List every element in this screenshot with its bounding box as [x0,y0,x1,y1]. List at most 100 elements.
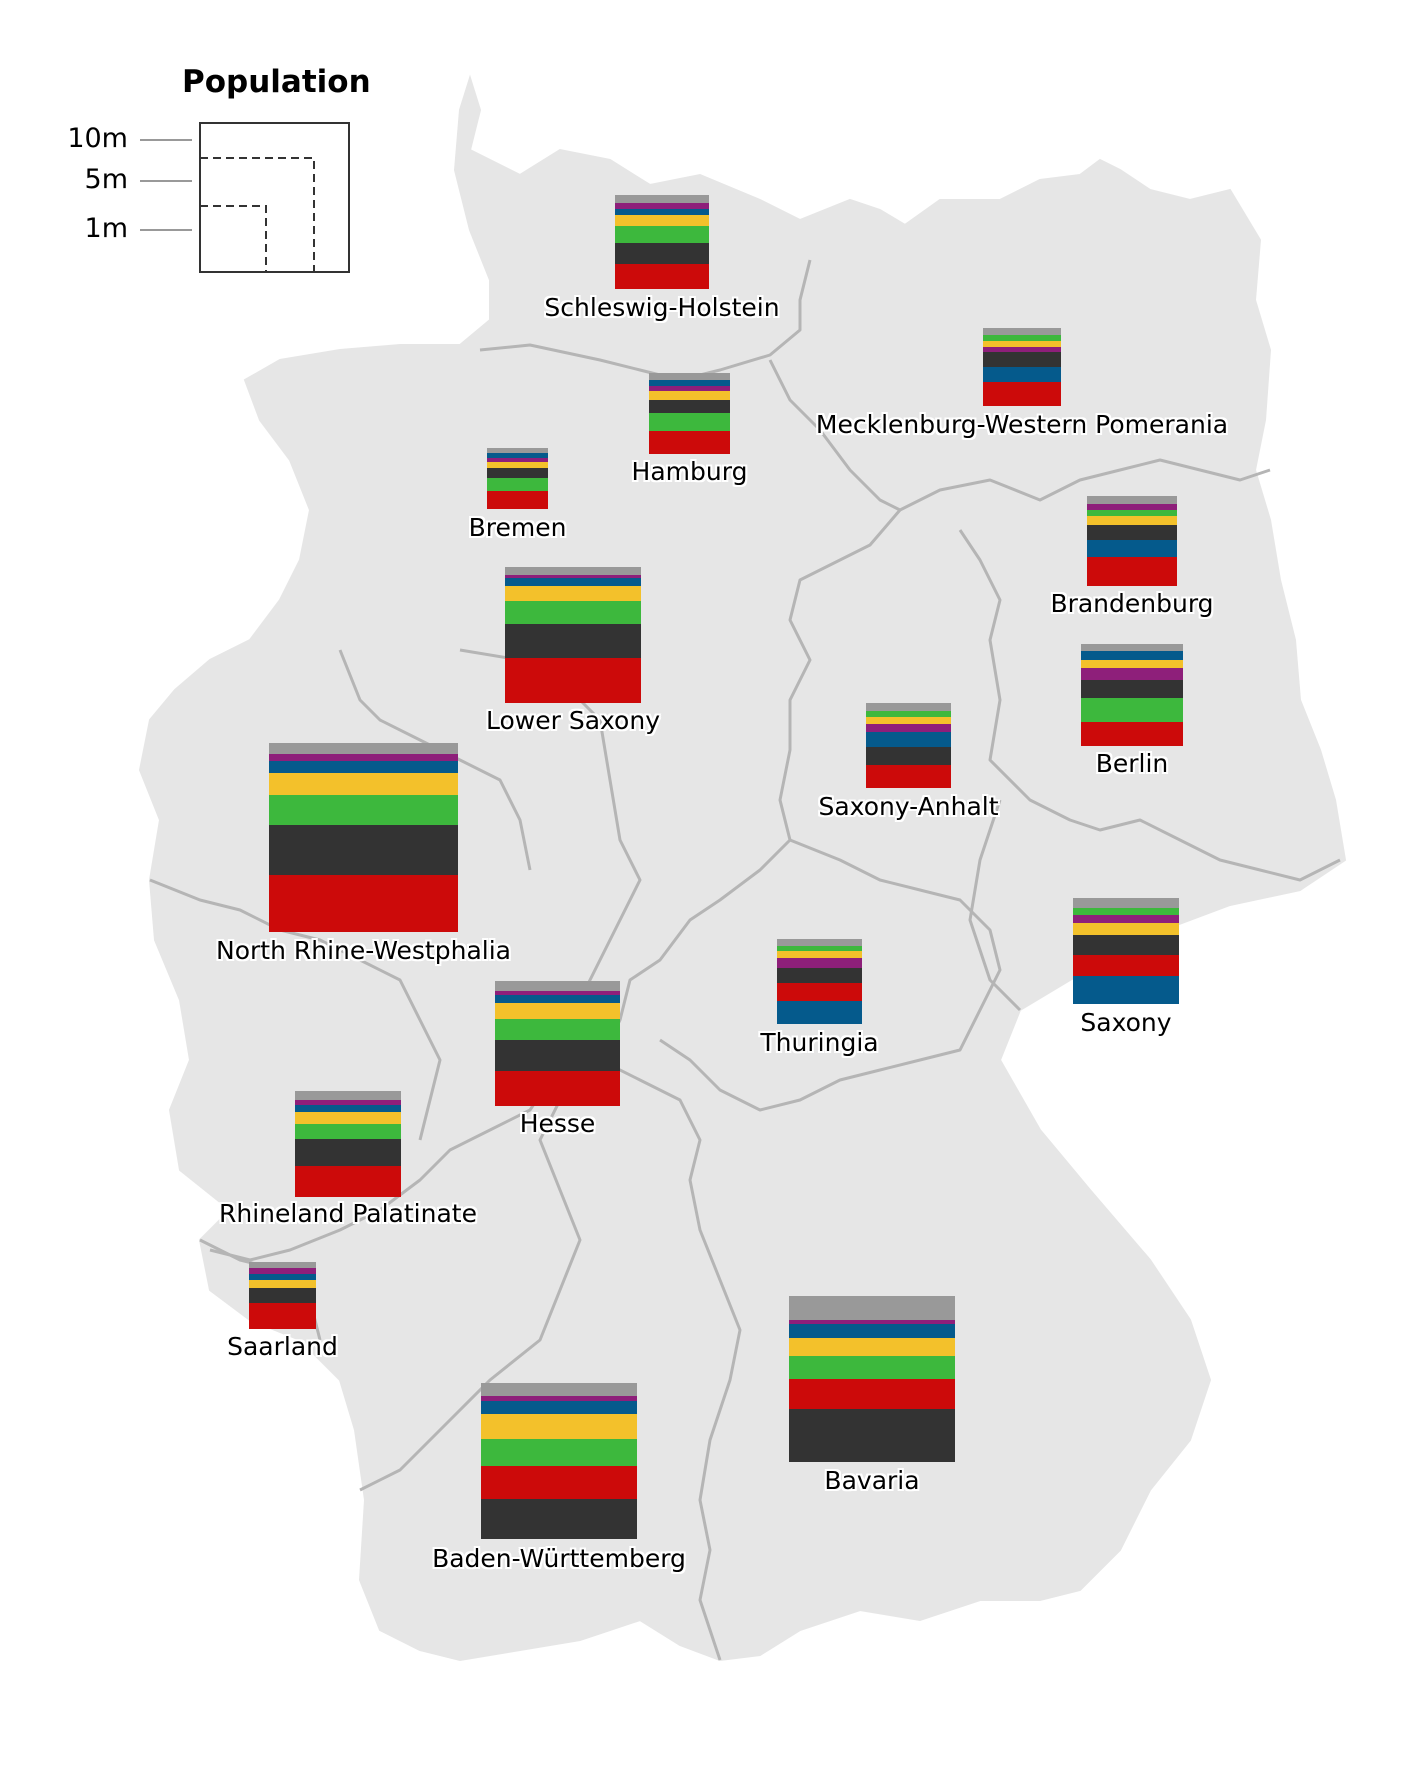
band-green [495,1018,620,1041]
state-label: Schleswig-Holstein [544,293,780,322]
state-bars [983,328,1061,406]
band-yellow [789,1338,955,1356]
band-red [1087,556,1177,586]
band-dark [269,824,458,875]
band-dark [1073,935,1179,955]
band-yellow [487,462,548,468]
band-blue [615,208,709,216]
band-purple [866,724,951,732]
legend-title: Population [182,64,371,100]
state-bars [777,939,862,1024]
state-bars [495,981,620,1106]
band-blue [295,1105,401,1112]
band-grey [649,373,730,381]
band-purple [649,385,730,391]
band-dark [487,467,548,479]
band-yellow [505,585,641,601]
legend-label-1m: 1m [84,213,128,244]
state-label: Bremen [468,513,567,542]
legend-square-10m [199,122,350,273]
band-red [495,1071,620,1106]
band-purple [615,203,709,209]
band-purple [487,457,548,463]
state-bars [789,1296,955,1462]
band-green [649,412,730,431]
band-dark [249,1287,316,1304]
state-hamburg: Hamburg [632,373,747,486]
state-mecklenburg-western-pomerania: Mecklenburg-Western Pomerania [816,328,1228,439]
state-label: Hesse [519,1109,596,1138]
state-schleswig-holstein: Schleswig-Holstein [544,195,780,322]
band-green [1081,697,1183,722]
band-grey [789,1296,955,1320]
state-bars [649,373,730,454]
band-grey [505,567,641,575]
state-bars [866,703,951,788]
band-dark [789,1408,955,1462]
border-line [968,799,1022,1012]
state-berlin: Berlin [1081,644,1183,778]
band-grey [295,1091,401,1101]
band-yellow [649,390,730,400]
state-bavaria: Bavaria [789,1296,955,1495]
state-bars [487,448,548,509]
band-green [615,226,709,244]
band-yellow [295,1111,401,1124]
band-dark [481,1499,637,1539]
state-label: Saarland [227,1332,338,1361]
band-red [983,381,1061,406]
band-red [789,1379,955,1409]
band-blue [1073,976,1179,1004]
state-label: Berlin [1095,749,1169,778]
band-blue [249,1273,316,1280]
band-green [295,1123,401,1139]
state-label: Thuringia [760,1028,879,1057]
band-red [777,982,862,1002]
state-label: Baden-Württemberg [432,1544,686,1573]
band-yellow [481,1413,637,1440]
band-grey [481,1383,637,1396]
state-lower-saxony: Lower Saxony [486,567,660,735]
germany-outline [138,74,1347,1662]
state-brandenburg: Brandenburg [1050,496,1214,618]
legend-square-1m [200,205,267,272]
band-yellow [866,716,951,725]
band-purple [295,1100,401,1106]
band-red [487,491,548,509]
band-green [1073,907,1179,916]
legend-label-5m: 5m [84,164,128,195]
band-green [789,1355,955,1380]
band-blue [983,366,1061,382]
band-red [649,430,730,454]
band-blue [1081,651,1183,660]
band-purple [1087,503,1177,510]
band-grey [615,195,709,204]
band-red [295,1166,401,1197]
band-green [777,946,862,952]
state-label: North Rhine-Westphalia [216,936,511,965]
band-green [269,794,458,825]
band-purple [495,990,620,995]
band-red [505,657,641,703]
band-grey [983,328,1061,336]
band-dark [649,399,730,413]
band-dark [295,1138,401,1167]
state-bars [1087,496,1177,586]
state-bars [1073,898,1179,1004]
state-north-rhine-westphalia: North Rhine-Westphalia [216,743,511,965]
band-yellow [1087,516,1177,525]
band-red [249,1303,316,1329]
band-blue [789,1323,955,1339]
border-line [359,509,902,1492]
band-purple [1081,668,1183,681]
state-rhineland-palatinate: Rhineland Palatinate [219,1091,477,1228]
band-dark [983,352,1061,367]
band-dark [777,968,862,983]
band-purple [789,1319,955,1324]
state-label: Rhineland Palatinate [219,1199,477,1228]
state-label: Bavaria [824,1466,920,1495]
state-saxony: Saxony [1073,898,1179,1037]
band-yellow [495,1003,620,1019]
band-blue [481,1401,637,1414]
